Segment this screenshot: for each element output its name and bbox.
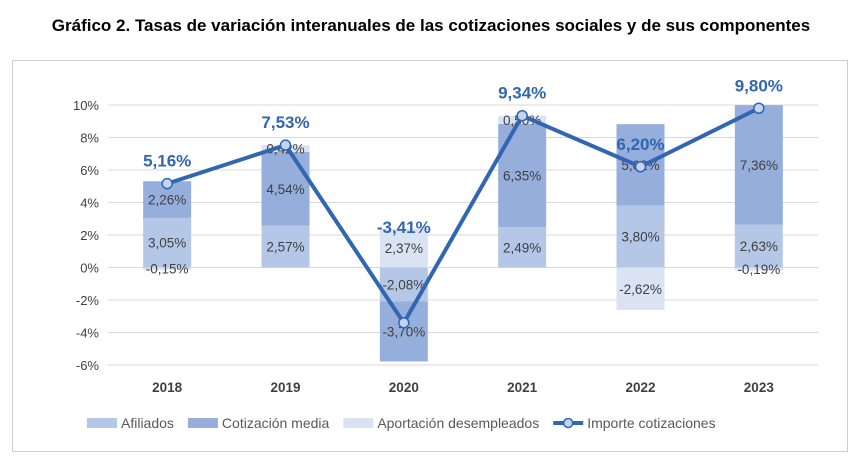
y-tick-label: 2% <box>80 228 99 243</box>
data-label: -2,08% <box>382 277 425 292</box>
data-label: 4,54% <box>266 182 304 197</box>
bar-afiliados <box>498 227 547 268</box>
line-marker <box>753 102 765 114</box>
bar-aportación-desempleados <box>616 267 665 311</box>
data-label: 2,37% <box>385 241 423 256</box>
line-data-label: 9,80% <box>735 76 783 95</box>
x-tick-label: 2020 <box>389 380 419 395</box>
bar-cotización-media <box>734 105 783 225</box>
legend-swatch <box>343 418 374 428</box>
x-tick-label: 2018 <box>152 380 183 395</box>
bar-afiliados <box>616 205 665 268</box>
legend-marker <box>562 417 574 429</box>
y-tick-label: 10% <box>73 98 99 113</box>
line-importe-cotizaciones <box>166 106 760 325</box>
data-label: 2,63% <box>740 239 778 254</box>
data-label: 2,49% <box>503 240 541 255</box>
x-tick-label: 2022 <box>625 380 655 395</box>
data-label: -0,15% <box>146 262 189 277</box>
data-label: 3,05% <box>148 236 186 251</box>
line-data-label: 6,20% <box>616 135 664 154</box>
x-tick-label: 2023 <box>744 380 775 395</box>
data-label: -0,19% <box>737 262 780 277</box>
legend-label: Importe cotizaciones <box>587 415 715 431</box>
chart-frame <box>12 60 848 452</box>
line-marker <box>398 317 410 329</box>
bar-cotización-media <box>261 151 310 226</box>
line-marker <box>279 139 292 151</box>
line-marker <box>634 161 647 173</box>
line-data-label: 7,53% <box>261 113 309 132</box>
data-label: 2,57% <box>266 240 304 255</box>
y-tick-label: -2% <box>76 293 100 308</box>
y-tick-label: 6% <box>80 163 99 178</box>
bar-aportación-desempleados <box>143 267 192 270</box>
legend-swatch <box>87 418 117 428</box>
y-tick-label: 8% <box>80 131 99 146</box>
y-tick-label: -6% <box>76 358 100 373</box>
bar-afiliados <box>143 217 192 268</box>
legend-label: Aportación desempleados <box>377 415 539 431</box>
data-label: 7,36% <box>740 158 778 173</box>
line-marker <box>516 109 528 122</box>
bar-aportación-desempleados <box>379 228 428 268</box>
bar-cotización-media <box>379 301 428 362</box>
x-tick-label: 2019 <box>270 380 300 395</box>
y-tick-label: 4% <box>80 196 99 211</box>
data-label: 3,80% <box>621 230 659 245</box>
bar-afiliados <box>261 225 310 268</box>
bar-afiliados <box>734 224 783 268</box>
line-data-label: 5,16% <box>143 152 191 171</box>
legend-label: Afiliados <box>121 415 174 431</box>
bar-aportación-desempleados <box>734 267 783 271</box>
line-marker <box>161 177 173 190</box>
x-tick-label: 2021 <box>507 380 538 395</box>
y-tick-label: -4% <box>76 326 100 341</box>
data-label: -2,62% <box>619 282 662 297</box>
data-label: -3,70% <box>382 324 425 339</box>
y-tick-label: 0% <box>80 261 99 276</box>
data-label: 2,26% <box>148 193 186 208</box>
line-data-label: -3,41% <box>377 218 431 237</box>
legend-swatch <box>187 418 218 428</box>
legend-label: Cotización media <box>222 415 330 431</box>
line-data-label: 9,34% <box>498 84 546 103</box>
data-label: 6,35% <box>503 168 541 183</box>
chart-title: Gráfico 2. Tasas de variación interanual… <box>51 16 811 35</box>
